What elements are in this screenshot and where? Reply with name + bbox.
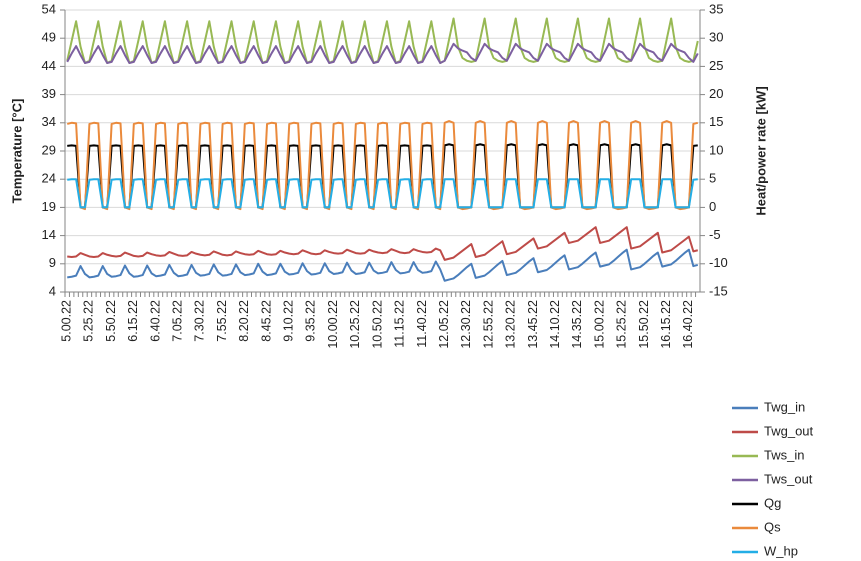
x-tick-label: 8.45.22 bbox=[259, 300, 273, 342]
legend-label: Twg_in bbox=[764, 399, 805, 414]
x-tick-label: 10.50.22 bbox=[370, 300, 384, 349]
x-tick-label: 12.30.22 bbox=[459, 300, 473, 349]
series-line bbox=[66, 120, 699, 211]
x-tick-label: 7.30.22 bbox=[193, 300, 207, 342]
series-line bbox=[67, 178, 698, 209]
y2-tick-label: 35 bbox=[709, 1, 723, 16]
x-tick-label: 5.00.22 bbox=[60, 300, 74, 342]
y2-tick-label: 5 bbox=[709, 171, 716, 186]
y-tick-label: 24 bbox=[42, 171, 56, 186]
y-tick-label: 4 bbox=[49, 283, 56, 298]
x-tick-label: 11.15.22 bbox=[393, 300, 407, 348]
x-tick-label: 11.40.22 bbox=[415, 300, 429, 348]
y-tick-label: 54 bbox=[42, 1, 56, 16]
y-tick-label: 9 bbox=[49, 255, 56, 270]
y2-tick-label: -5 bbox=[709, 227, 721, 242]
y2-tick-label: -10 bbox=[709, 255, 728, 270]
y-tick-label: 44 bbox=[42, 58, 56, 73]
x-tick-label: 14.35.22 bbox=[570, 300, 584, 349]
y-tick-label: 34 bbox=[42, 114, 56, 129]
y-axis-title: Temperature [°C] bbox=[9, 99, 24, 204]
y2-tick-label: 25 bbox=[709, 58, 723, 73]
x-tick-label: 16.15.22 bbox=[659, 300, 673, 349]
y2-tick-label: 15 bbox=[709, 114, 723, 129]
series-line bbox=[67, 248, 699, 282]
y-tick-label: 29 bbox=[42, 142, 56, 157]
y-tick-label: 39 bbox=[42, 86, 56, 101]
x-tick-label: 7.55.22 bbox=[215, 300, 229, 342]
x-tick-label: 8.20.22 bbox=[237, 300, 251, 342]
x-tick-label: 16.40.22 bbox=[681, 300, 695, 349]
series-line bbox=[66, 42, 699, 65]
x-tick-label: 6.40.22 bbox=[148, 300, 162, 342]
x-tick-label: 6.15.22 bbox=[126, 300, 140, 342]
x-tick-label: 15.25.22 bbox=[615, 300, 629, 349]
x-tick-label: 12.55.22 bbox=[481, 300, 495, 349]
y2-tick-label: 30 bbox=[709, 30, 723, 45]
x-tick-label: 13.45.22 bbox=[526, 300, 540, 349]
x-tick-label: 15.00.22 bbox=[592, 300, 606, 349]
series-line bbox=[67, 226, 699, 261]
y-tick-label: 19 bbox=[42, 199, 56, 214]
series-line bbox=[67, 143, 698, 209]
series-line bbox=[66, 17, 699, 65]
y2-tick-label: 10 bbox=[709, 142, 723, 157]
y-tick-label: 49 bbox=[42, 30, 56, 45]
x-tick-label: 5.25.22 bbox=[82, 300, 96, 342]
x-tick-label: 14.10.22 bbox=[548, 300, 562, 349]
legend-label: Qg bbox=[764, 495, 781, 510]
x-tick-label: 9.10.22 bbox=[282, 300, 296, 342]
legend-label: Twg_out bbox=[764, 423, 814, 438]
legend-label: Tws_in bbox=[764, 447, 804, 462]
x-tick-label: 10.25.22 bbox=[348, 300, 362, 349]
x-tick-label: 9.35.22 bbox=[304, 300, 318, 342]
legend-label: Tws_out bbox=[764, 471, 813, 486]
x-tick-label: 5.50.22 bbox=[104, 300, 118, 342]
x-tick-label: 10.00.22 bbox=[326, 300, 340, 349]
legend-label: Qs bbox=[764, 519, 781, 534]
legend-label: W_hp bbox=[764, 543, 798, 558]
x-tick-label: 15.50.22 bbox=[637, 300, 651, 349]
y2-axis-title: Heat/power rate [kW] bbox=[753, 86, 768, 215]
y2-tick-label: 20 bbox=[709, 86, 723, 101]
x-tick-label: 12.05.22 bbox=[437, 300, 451, 349]
x-tick-label: 13.20.22 bbox=[504, 300, 518, 349]
x-tick-label: 7.05.22 bbox=[171, 300, 185, 342]
y-tick-label: 14 bbox=[42, 227, 56, 242]
y2-tick-label: -15 bbox=[709, 283, 728, 298]
y2-tick-label: 0 bbox=[709, 199, 716, 214]
